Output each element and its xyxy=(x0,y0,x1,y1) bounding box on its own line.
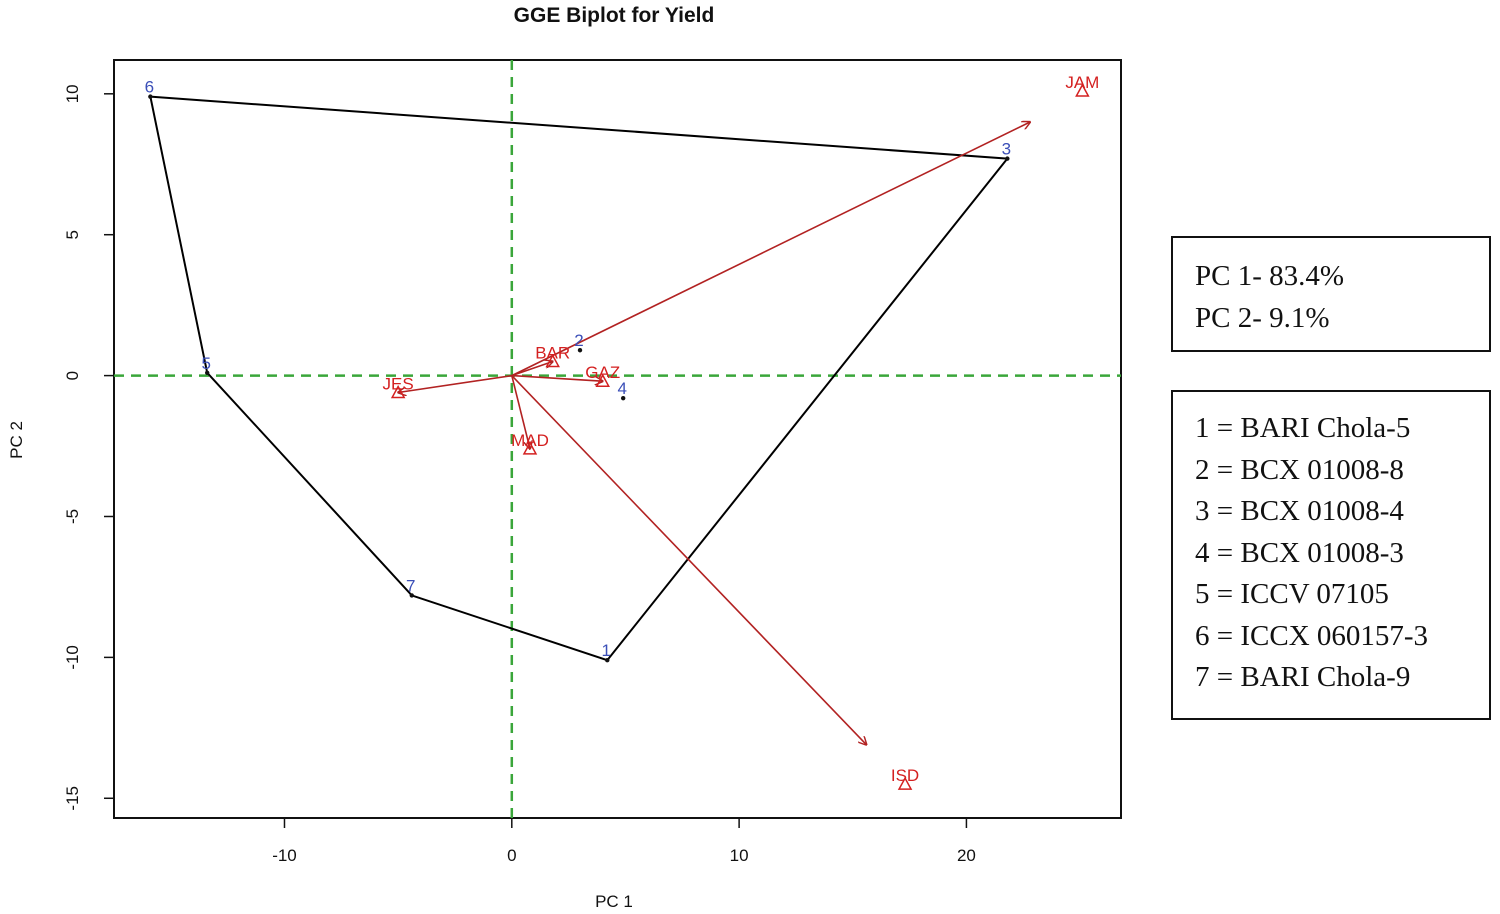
genotype-label-3: 3 xyxy=(1002,140,1011,159)
environment-vector-mad xyxy=(511,375,530,449)
convex-hull-polygon xyxy=(149,95,1010,662)
variance-box: PC 1- 83.4% PC 2- 9.1% xyxy=(1171,236,1491,352)
environment-label-isd: ISD xyxy=(891,766,919,785)
variance-pc2: PC 2- 9.1% xyxy=(1195,301,1330,334)
y-tick-label: 10 xyxy=(63,84,82,103)
y-axis-label: PC 2 xyxy=(7,421,26,459)
y-tick-label: -15 xyxy=(63,786,82,811)
plot-frame xyxy=(113,59,1122,819)
environment-label-gaz: GAZ xyxy=(585,363,620,382)
y-tick-label: 0 xyxy=(63,371,82,380)
x-tick-label: -10 xyxy=(272,846,297,865)
variance-pc1: PC 1- 83.4% xyxy=(1195,260,1345,292)
environment-marker-gaz xyxy=(595,373,610,387)
genotype-label-1: 1 xyxy=(602,641,611,660)
genotype-label-7: 7 xyxy=(406,576,415,595)
genotype-point-5 xyxy=(204,370,210,375)
legend-item-7: 7 = BARI Chola-9 xyxy=(1195,661,1411,693)
environment-vector-isd xyxy=(511,375,867,745)
genotype-label-5: 5 xyxy=(201,354,210,373)
genotype-point-4 xyxy=(620,395,626,401)
legend-item-1: 1 = BARI Chola-5 xyxy=(1195,412,1411,444)
legend-item-4: 4 = BCX 01008-3 xyxy=(1195,536,1404,569)
environment-label-jam: JAM xyxy=(1065,73,1099,92)
legend-item-5: 5 = ICCV 07105 xyxy=(1195,578,1389,610)
environment-marker-mad xyxy=(522,441,538,455)
legend-item-3: 3 = BCX 01008-4 xyxy=(1195,495,1404,527)
environment-vector-bar xyxy=(511,362,553,377)
y-tick-label: 5 xyxy=(63,230,82,239)
genotype-point-7 xyxy=(409,593,414,598)
environment-marker-jam xyxy=(1075,83,1090,97)
environment-vector-jes xyxy=(398,374,512,393)
environment-marker-bar xyxy=(545,353,560,368)
environment-marker-jes xyxy=(390,384,406,399)
x-tick-label: 0 xyxy=(507,846,516,865)
environment-label-jes: JES xyxy=(383,375,414,394)
legend-item-6: 6 = ICCX 060157-3 xyxy=(1195,619,1429,652)
genotype-label-4: 4 xyxy=(617,379,626,398)
y-tick-label: -10 xyxy=(63,645,82,670)
chart-title: GGE Biplot for Yield xyxy=(514,4,715,27)
x-axis-label: PC 1 xyxy=(595,892,633,911)
genotype-point-2 xyxy=(577,348,583,353)
legend-item-2: 2 = BCX 01008-8 xyxy=(1195,453,1404,486)
x-tick-label: 20 xyxy=(957,846,976,865)
genotype-point-3 xyxy=(1005,156,1010,161)
environment-vector-gaz xyxy=(511,374,603,382)
genotype-label-2: 2 xyxy=(574,331,583,350)
environment-marker-isd xyxy=(897,776,913,790)
genotype-point-6 xyxy=(148,94,153,99)
genotype-point-1 xyxy=(605,658,610,663)
x-tick-label: 10 xyxy=(730,846,749,865)
environment-vector-jam xyxy=(511,122,1030,377)
genotype-legend: 1 = BARI Chola-5 2 = BCX 01008-8 3 = BCX… xyxy=(1171,390,1491,720)
environment-label-bar: BAR xyxy=(535,344,570,363)
y-tick-label: -5 xyxy=(63,509,82,524)
environment-label-mad: MAD xyxy=(511,431,549,450)
genotype-label-6: 6 xyxy=(145,78,154,97)
